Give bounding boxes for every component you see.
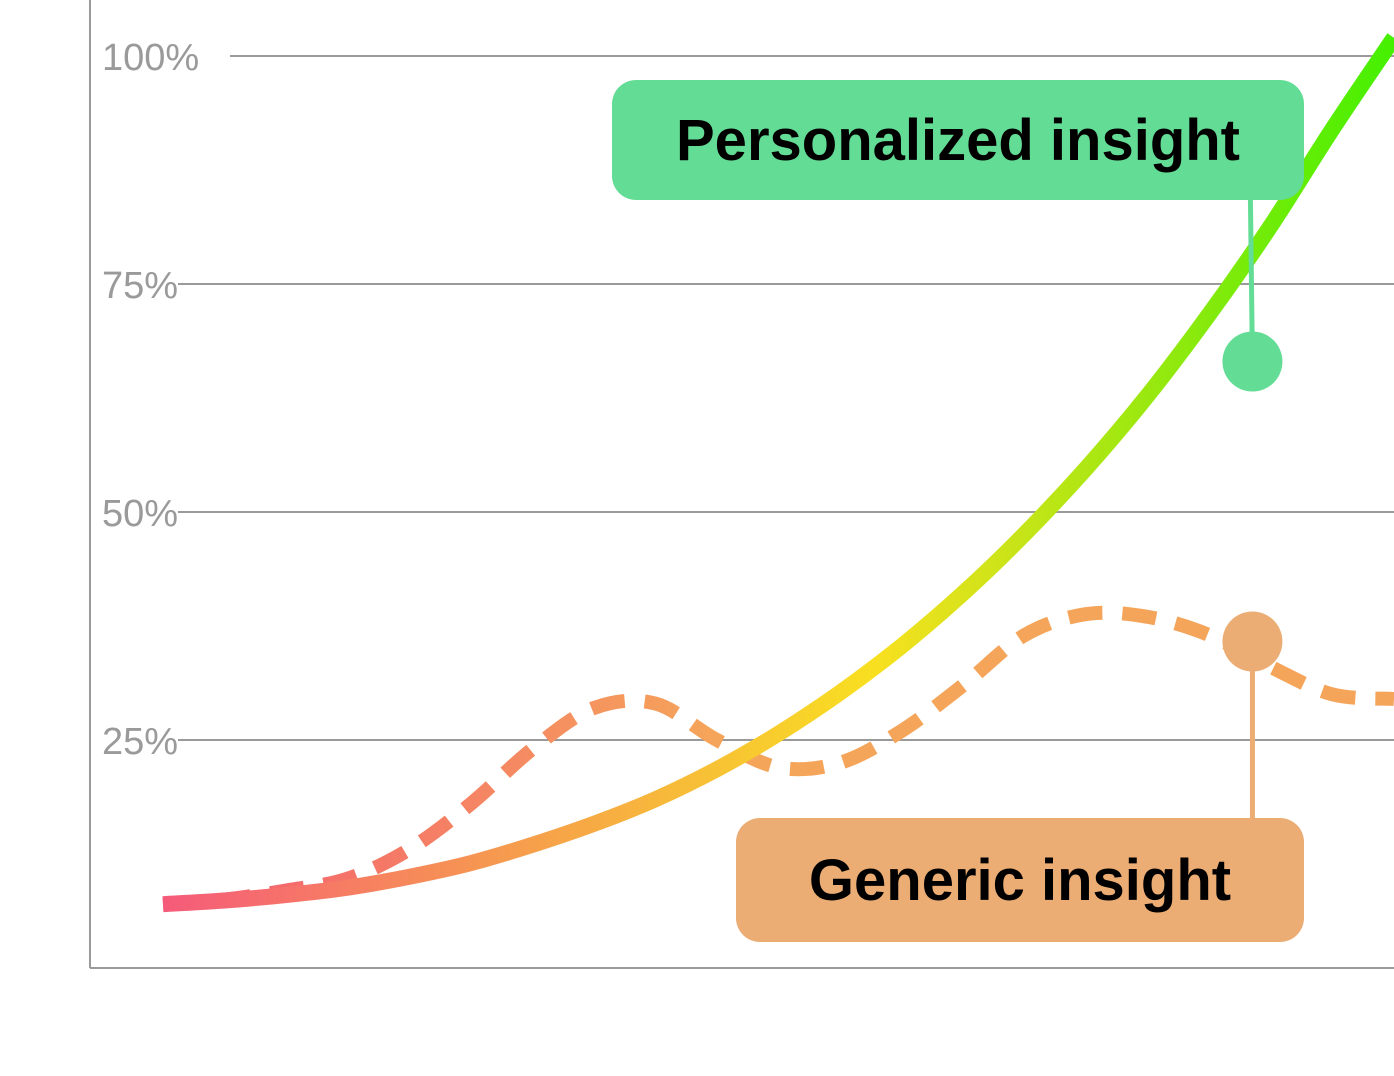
callout-generic: Generic insight [736,611,1304,942]
data-point-marker-generic [1222,611,1283,672]
callout-label-personalized: Personalized insight [676,108,1240,173]
gridlines [178,55,1394,741]
callout-personalized: Personalized insight [612,80,1304,392]
annotations: Personalized insight Generic insight [612,80,1304,942]
callout-box-personalized [612,80,1304,200]
callout-box-generic [736,818,1304,942]
y-tick-label-100: 100% [102,37,199,79]
y-tick-label-50: 50% [102,493,178,535]
y-tick-label-25: 25% [102,721,178,763]
data-point-marker-personalized [1222,331,1283,392]
y-tick-label-75: 75% [102,265,178,307]
series-line-generic [162,605,1394,912]
series-line-personalized [162,33,1394,913]
callout-label-generic: Generic insight [809,848,1231,913]
y-axis-ticks: 25% 50% 75% 100% [102,37,199,763]
series-layer [162,33,1394,913]
